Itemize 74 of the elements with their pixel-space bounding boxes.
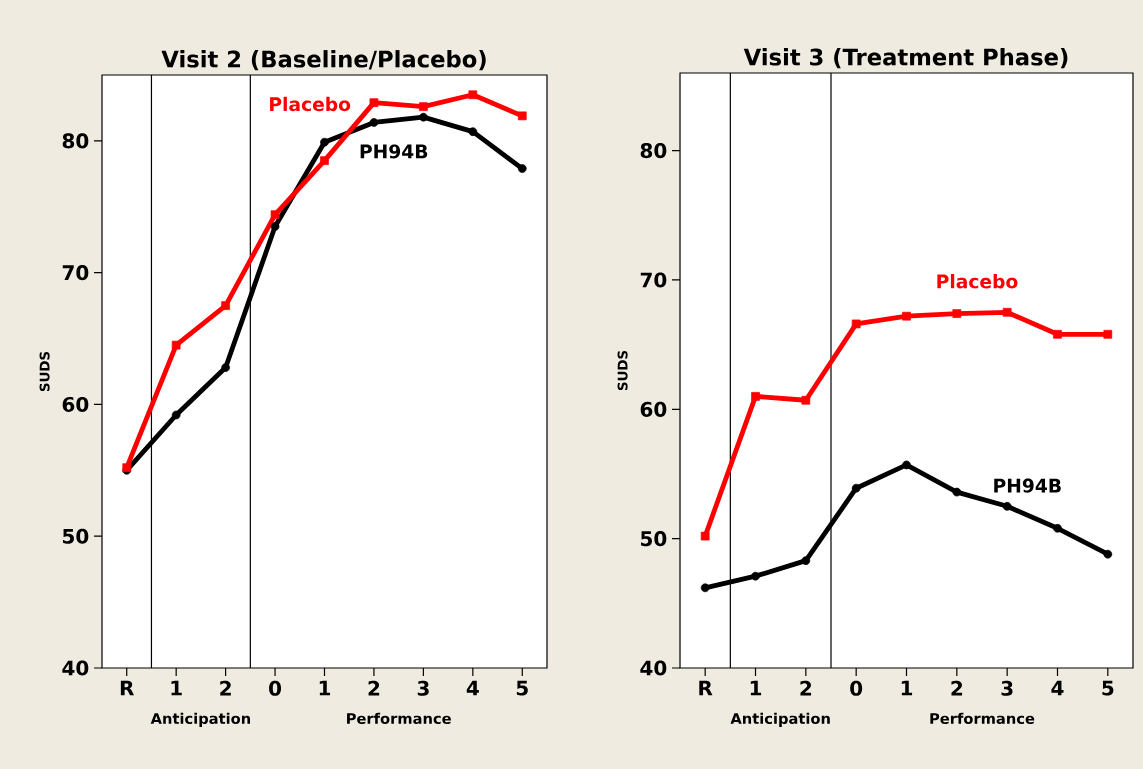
point — [419, 112, 428, 122]
x-tick-label: 2 — [368, 680, 380, 696]
y-tick-label: 50 — [641, 531, 667, 547]
point — [801, 556, 811, 565]
series-label: Placebo — [937, 274, 1018, 289]
point — [1103, 329, 1113, 339]
point — [517, 164, 527, 173]
text: Performance — [930, 712, 1035, 725]
y-tick-label: 50 — [63, 528, 89, 544]
point — [801, 395, 811, 405]
point — [1002, 501, 1012, 511]
x-tick-label: R — [120, 680, 135, 696]
chart-title: Visit 2 (Baseline/Placebo) — [161, 50, 486, 71]
point — [952, 487, 962, 497]
point — [171, 410, 181, 420]
point — [468, 90, 478, 100]
chart-title: Visit 3 (Treatment Phase) — [743, 48, 1068, 69]
point — [270, 210, 280, 220]
x-tick-label: 3 — [1001, 680, 1013, 696]
x-tick-label: 2 — [220, 680, 231, 696]
x-tick-label: 3 — [417, 680, 429, 696]
point — [1053, 329, 1062, 339]
point — [700, 531, 710, 541]
y-tick-label: 70 — [62, 265, 89, 281]
y-tick-label: 80 — [62, 133, 89, 149]
y-axis-title: SUDS — [39, 351, 50, 392]
x-tick-label: 4 — [466, 680, 479, 696]
point — [751, 392, 760, 401]
x-tick-label: 5 — [516, 680, 528, 696]
point — [468, 127, 478, 137]
series-label: PH94B — [994, 478, 1061, 493]
x-tick-label: 5 — [1102, 680, 1114, 696]
x-tick-label: 1 — [750, 680, 762, 696]
x-tick-label: 2 — [800, 680, 812, 696]
point — [517, 111, 527, 121]
point — [902, 460, 911, 470]
point — [1002, 307, 1012, 317]
x-tick-label: 1 — [171, 680, 182, 696]
point — [320, 156, 329, 165]
y-tick-label: 60 — [62, 396, 89, 413]
text: Performance — [347, 712, 451, 725]
point — [369, 118, 379, 127]
point — [1103, 549, 1113, 559]
point — [952, 309, 962, 318]
y-tick-label: 40 — [62, 660, 89, 676]
point — [320, 137, 329, 147]
point — [751, 571, 760, 581]
point — [902, 311, 911, 321]
point — [1053, 523, 1062, 533]
x-tick-label: 0 — [850, 680, 863, 696]
x-tick-label: 1 — [319, 680, 331, 696]
x-tick-label: 2 — [951, 680, 963, 696]
y-tick-label: 80 — [640, 143, 667, 159]
point — [270, 222, 280, 231]
point — [171, 340, 181, 350]
point — [851, 319, 861, 329]
point — [419, 102, 428, 111]
point — [221, 363, 230, 372]
x-tick-label: 0 — [269, 680, 282, 696]
point — [700, 583, 710, 593]
x-tick-label: R — [699, 680, 713, 696]
text: Anticipation — [730, 712, 830, 727]
text: Anticipation — [150, 712, 250, 727]
y-axis-title: SUDS — [617, 350, 628, 391]
point — [369, 98, 379, 108]
point — [851, 483, 861, 493]
y-tick-label: 40 — [640, 660, 667, 676]
point — [221, 301, 230, 310]
series-label: PH94B — [360, 144, 428, 159]
x-tick-label: 4 — [1051, 680, 1064, 696]
y-tick-label: 70 — [640, 272, 667, 288]
series-label: Placebo — [270, 96, 351, 112]
y-tick-label: 60 — [640, 401, 667, 417]
x-tick-label: 1 — [901, 680, 913, 696]
